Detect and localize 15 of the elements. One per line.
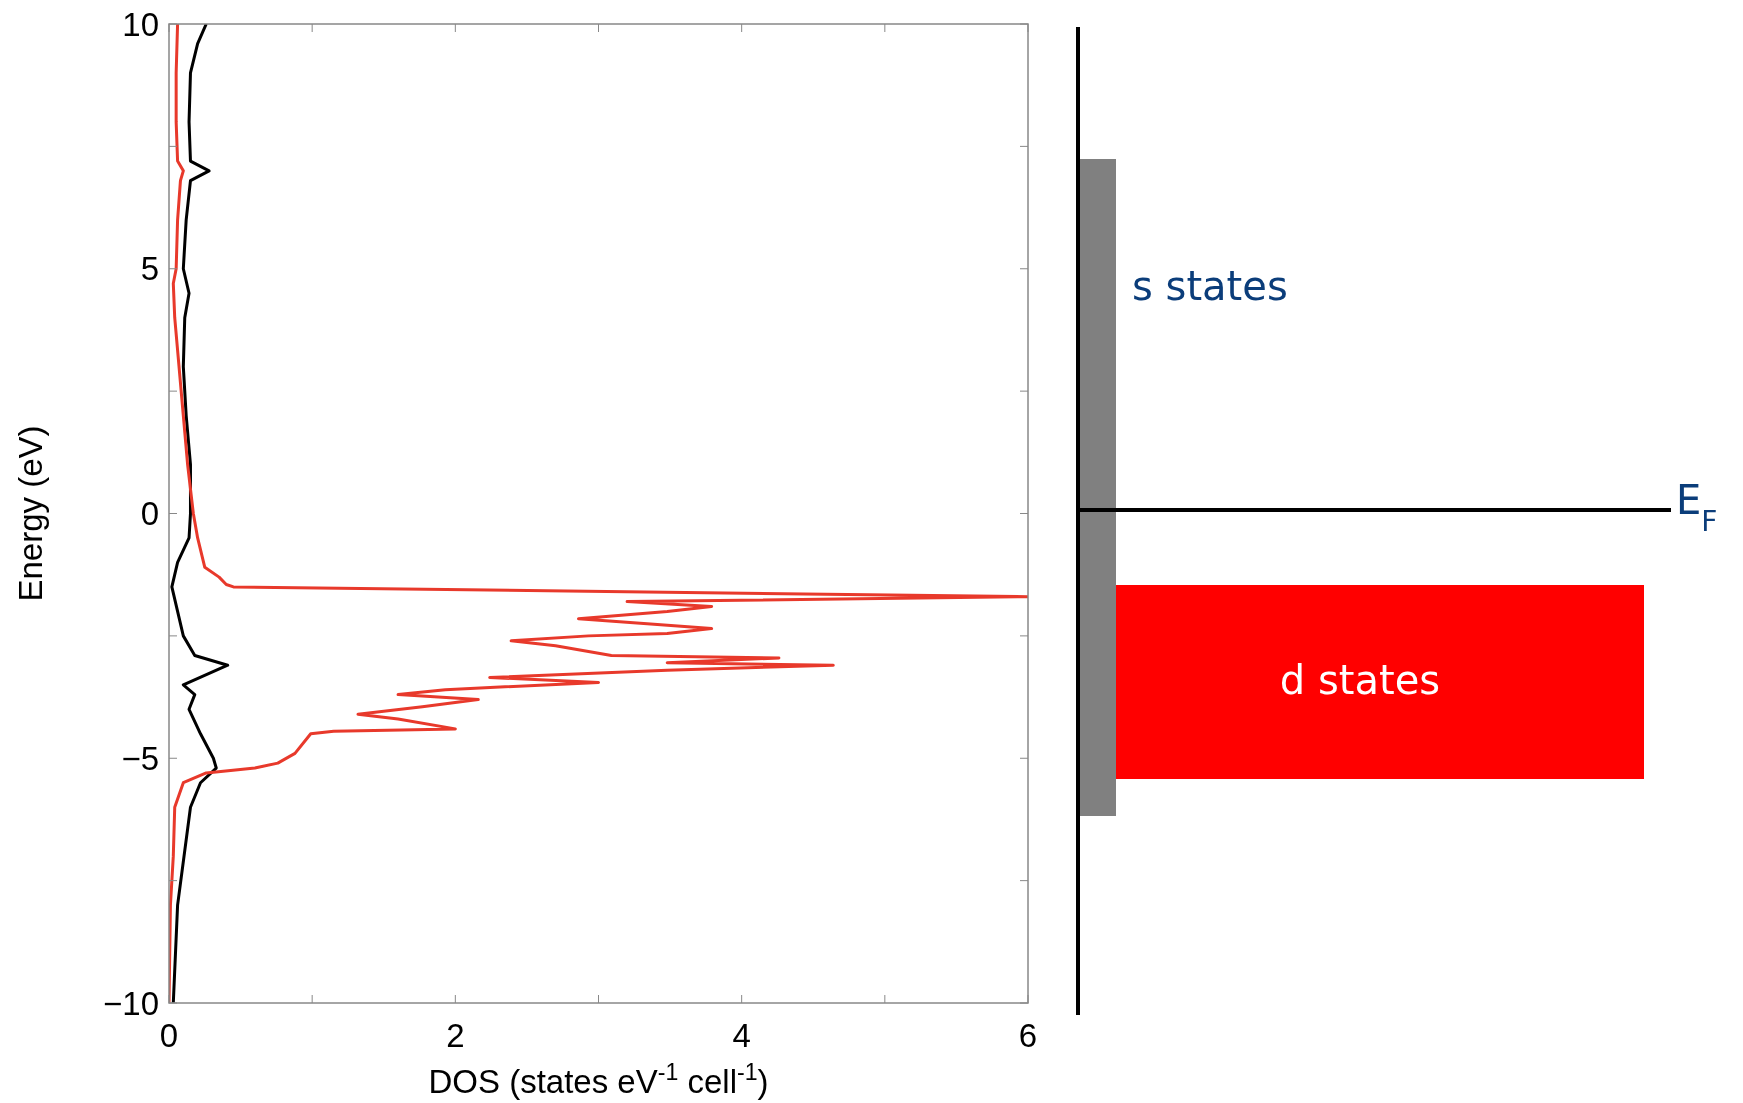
y-axis-title: Energy (eV) xyxy=(12,425,49,602)
x-axis-title: DOS (states eV$^{-1}$ cell$^{-1}$) xyxy=(428,1059,769,1100)
text: d states xyxy=(1279,657,1441,703)
y-tick-label: −5 xyxy=(121,739,159,777)
x-tick-label: 2 xyxy=(446,1017,465,1054)
text: E$_{F}$ xyxy=(1676,477,1718,538)
x-tick-label: 4 xyxy=(732,1017,751,1054)
line-series xyxy=(169,24,1028,1003)
y-tick-label: 5 xyxy=(140,250,159,288)
x-tick-label: 6 xyxy=(1018,1017,1038,1054)
text: s states xyxy=(1132,263,1288,309)
y-tick-label: 10 xyxy=(122,5,159,43)
y-tick-label: −10 xyxy=(103,984,159,1022)
line-series xyxy=(170,24,230,1003)
y-tick-label: 0 xyxy=(140,495,159,533)
